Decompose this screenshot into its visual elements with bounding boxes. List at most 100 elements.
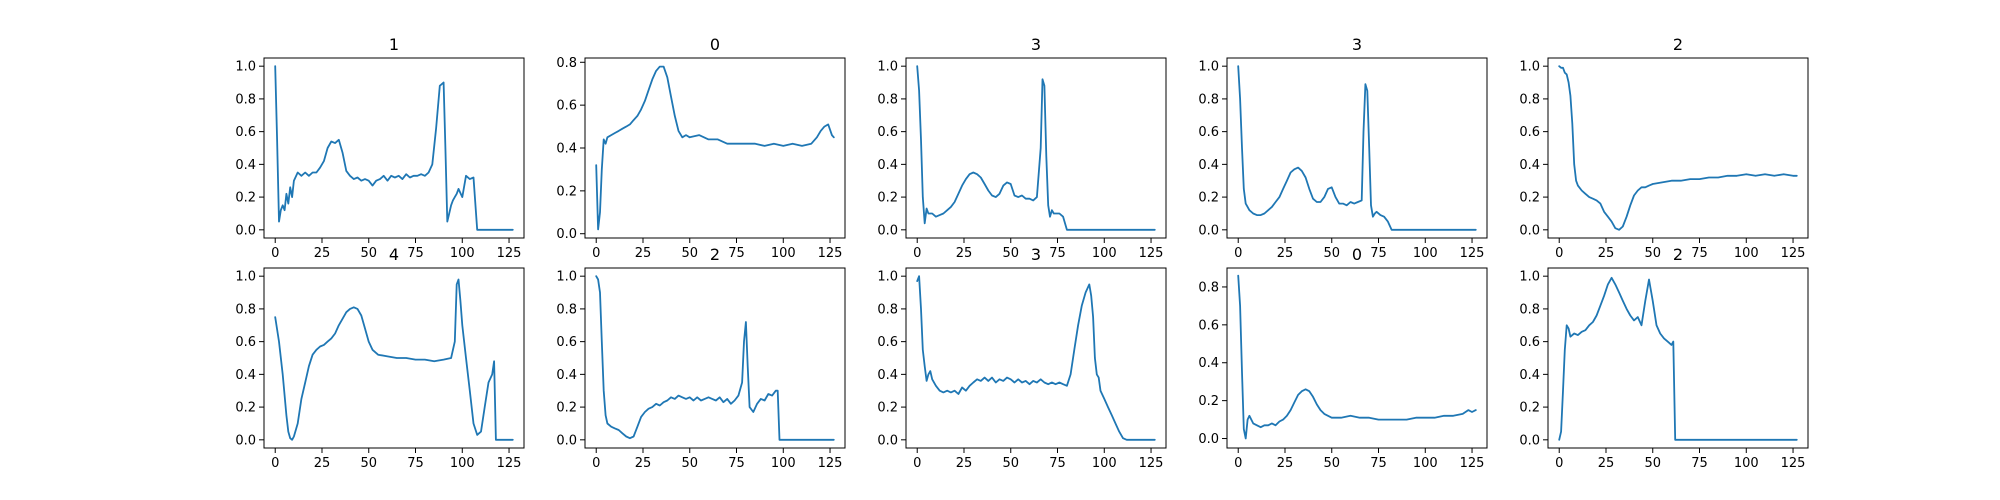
subplot-title: 4 [389, 245, 399, 264]
y-tick-label: 0.6 [235, 125, 256, 140]
y-tick-label: 0.8 [1519, 92, 1540, 107]
x-tick-label: 75 [1691, 456, 1708, 471]
subplot-4: 3 0 25 50 75 100 125 0.0 0.2 0.4 0.6 0.8 1.0 [1198, 35, 1488, 261]
y-tick-label: 1.0 [235, 60, 256, 75]
y-tick-label: 0.0 [1519, 223, 1540, 238]
x-tick-label: 50 [1323, 246, 1340, 261]
y-tick-label: 0.0 [556, 433, 577, 448]
y-tick-label: 0.4 [1519, 158, 1540, 173]
series-line [1558, 276, 1798, 441]
x-tick-label: 100 [771, 456, 796, 471]
x-tick-label: 0 [1234, 456, 1242, 471]
y-tick-label: 0.0 [877, 223, 898, 238]
subplot-1: 1 0 25 50 75 100 125 0.0 0.2 0.4 0.6 0.8 1.0 [235, 35, 525, 261]
axes-frame [263, 267, 525, 449]
y-tick-label: 0.2 [1519, 401, 1540, 416]
x-tick-label: 25 [314, 246, 331, 261]
x-tick-label: 0 [271, 456, 279, 471]
x-tick-label: 100 [1734, 456, 1759, 471]
axes-frame [263, 57, 525, 239]
x-tick-label: 50 [681, 456, 698, 471]
x-tick-label: 100 [1092, 456, 1117, 471]
x-tick-label: 125 [497, 456, 522, 471]
subplot-5: 2 0 25 50 75 100 125 0.0 0.2 0.4 0.6 0.8 1.0 [1519, 35, 1809, 261]
panels: 1 0 25 50 75 100 125 0.0 0.2 0.4 0.6 0.8 1.0 0 0 25 50 75… [235, 35, 1809, 471]
x-tick-label: 50 [1002, 246, 1019, 261]
x-tick-label: 100 [1092, 246, 1117, 261]
y-tick-label: 0.0 [235, 223, 256, 238]
y-tick-label: 1.0 [235, 270, 256, 285]
y-tick-label: 1.0 [877, 270, 898, 285]
x-tick-label: 125 [1460, 246, 1485, 261]
subplot-3: 3 0 25 50 75 100 125 0.0 0.2 0.4 0.6 0.8 1.0 [877, 35, 1167, 261]
y-tick-label: 0.0 [877, 433, 898, 448]
y-tick-label: 1.0 [1519, 60, 1540, 75]
x-tick-label: 50 [1002, 456, 1019, 471]
series-line [916, 275, 1156, 441]
y-tick-label: 0.2 [1519, 191, 1540, 206]
x-tick-label: 25 [635, 456, 652, 471]
y-tick-label: 0.0 [235, 433, 256, 448]
y-tick-label: 0.4 [1519, 368, 1540, 383]
y-tick-label: 0.0 [1198, 432, 1219, 447]
x-tick-label: 125 [1781, 246, 1806, 261]
series-line [595, 275, 835, 441]
x-tick-label: 50 [360, 456, 377, 471]
x-tick-label: 125 [818, 456, 843, 471]
subplot-title: 0 [1352, 245, 1362, 264]
x-tick-label: 25 [1598, 456, 1615, 471]
subplot-title: 3 [1352, 35, 1362, 54]
x-tick-label: 125 [1139, 246, 1164, 261]
axes-frame [584, 267, 846, 449]
series-line [1237, 274, 1477, 440]
axes-frame [1226, 267, 1488, 449]
subplot-title: 0 [710, 35, 720, 54]
y-tick-label: 0.2 [877, 191, 898, 206]
x-tick-label: 50 [1323, 456, 1340, 471]
series-line [274, 65, 514, 231]
y-tick-label: 0.8 [556, 302, 577, 317]
y-tick-label: 0.8 [1198, 92, 1219, 107]
series-line [595, 65, 835, 231]
y-tick-label: 1.0 [1198, 60, 1219, 75]
y-tick-label: 0.6 [1198, 318, 1219, 333]
y-tick-label: 0.2 [235, 401, 256, 416]
x-tick-label: 75 [728, 246, 745, 261]
x-tick-label: 0 [271, 246, 279, 261]
y-tick-label: 0.0 [556, 227, 577, 242]
y-tick-label: 0.2 [235, 191, 256, 206]
x-tick-label: 25 [635, 246, 652, 261]
x-tick-label: 25 [1598, 246, 1615, 261]
x-tick-label: 50 [1644, 456, 1661, 471]
x-tick-label: 125 [1139, 456, 1164, 471]
y-tick-label: 0.6 [1198, 125, 1219, 140]
x-tick-label: 0 [1234, 246, 1242, 261]
x-tick-label: 0 [913, 246, 921, 261]
series-line [1237, 65, 1477, 231]
y-tick-label: 0.8 [235, 302, 256, 317]
subplot-7: 2 0 25 50 75 100 125 0.0 0.2 0.4 0.6 0.8 1.0 [556, 245, 846, 471]
y-tick-label: 0.2 [1198, 191, 1219, 206]
x-tick-label: 100 [1413, 456, 1438, 471]
x-tick-label: 0 [592, 456, 600, 471]
x-tick-label: 0 [1555, 246, 1563, 261]
y-tick-label: 0.6 [556, 99, 577, 114]
y-tick-label: 0.6 [556, 335, 577, 350]
y-tick-label: 0.4 [1198, 158, 1219, 173]
x-tick-label: 0 [592, 246, 600, 261]
y-tick-label: 0.2 [877, 401, 898, 416]
x-tick-label: 50 [1644, 246, 1661, 261]
y-tick-label: 0.0 [1198, 223, 1219, 238]
y-tick-label: 0.6 [1519, 335, 1540, 350]
axes-frame [905, 267, 1167, 449]
y-tick-label: 0.6 [235, 335, 256, 350]
y-tick-label: 0.2 [556, 401, 577, 416]
y-tick-label: 0.0 [1519, 433, 1540, 448]
y-tick-label: 0.8 [1198, 280, 1219, 295]
subplot-2: 0 0 25 50 75 100 125 0.0 0.2 0.4 0.6 0.8 [556, 35, 846, 261]
axes-frame [1547, 57, 1809, 239]
subplot-9: 0 0 25 50 75 100 125 0.0 0.2 0.4 0.6 0.8 [1198, 245, 1488, 471]
x-tick-label: 100 [450, 246, 475, 261]
subplot-title: 1 [389, 35, 399, 54]
